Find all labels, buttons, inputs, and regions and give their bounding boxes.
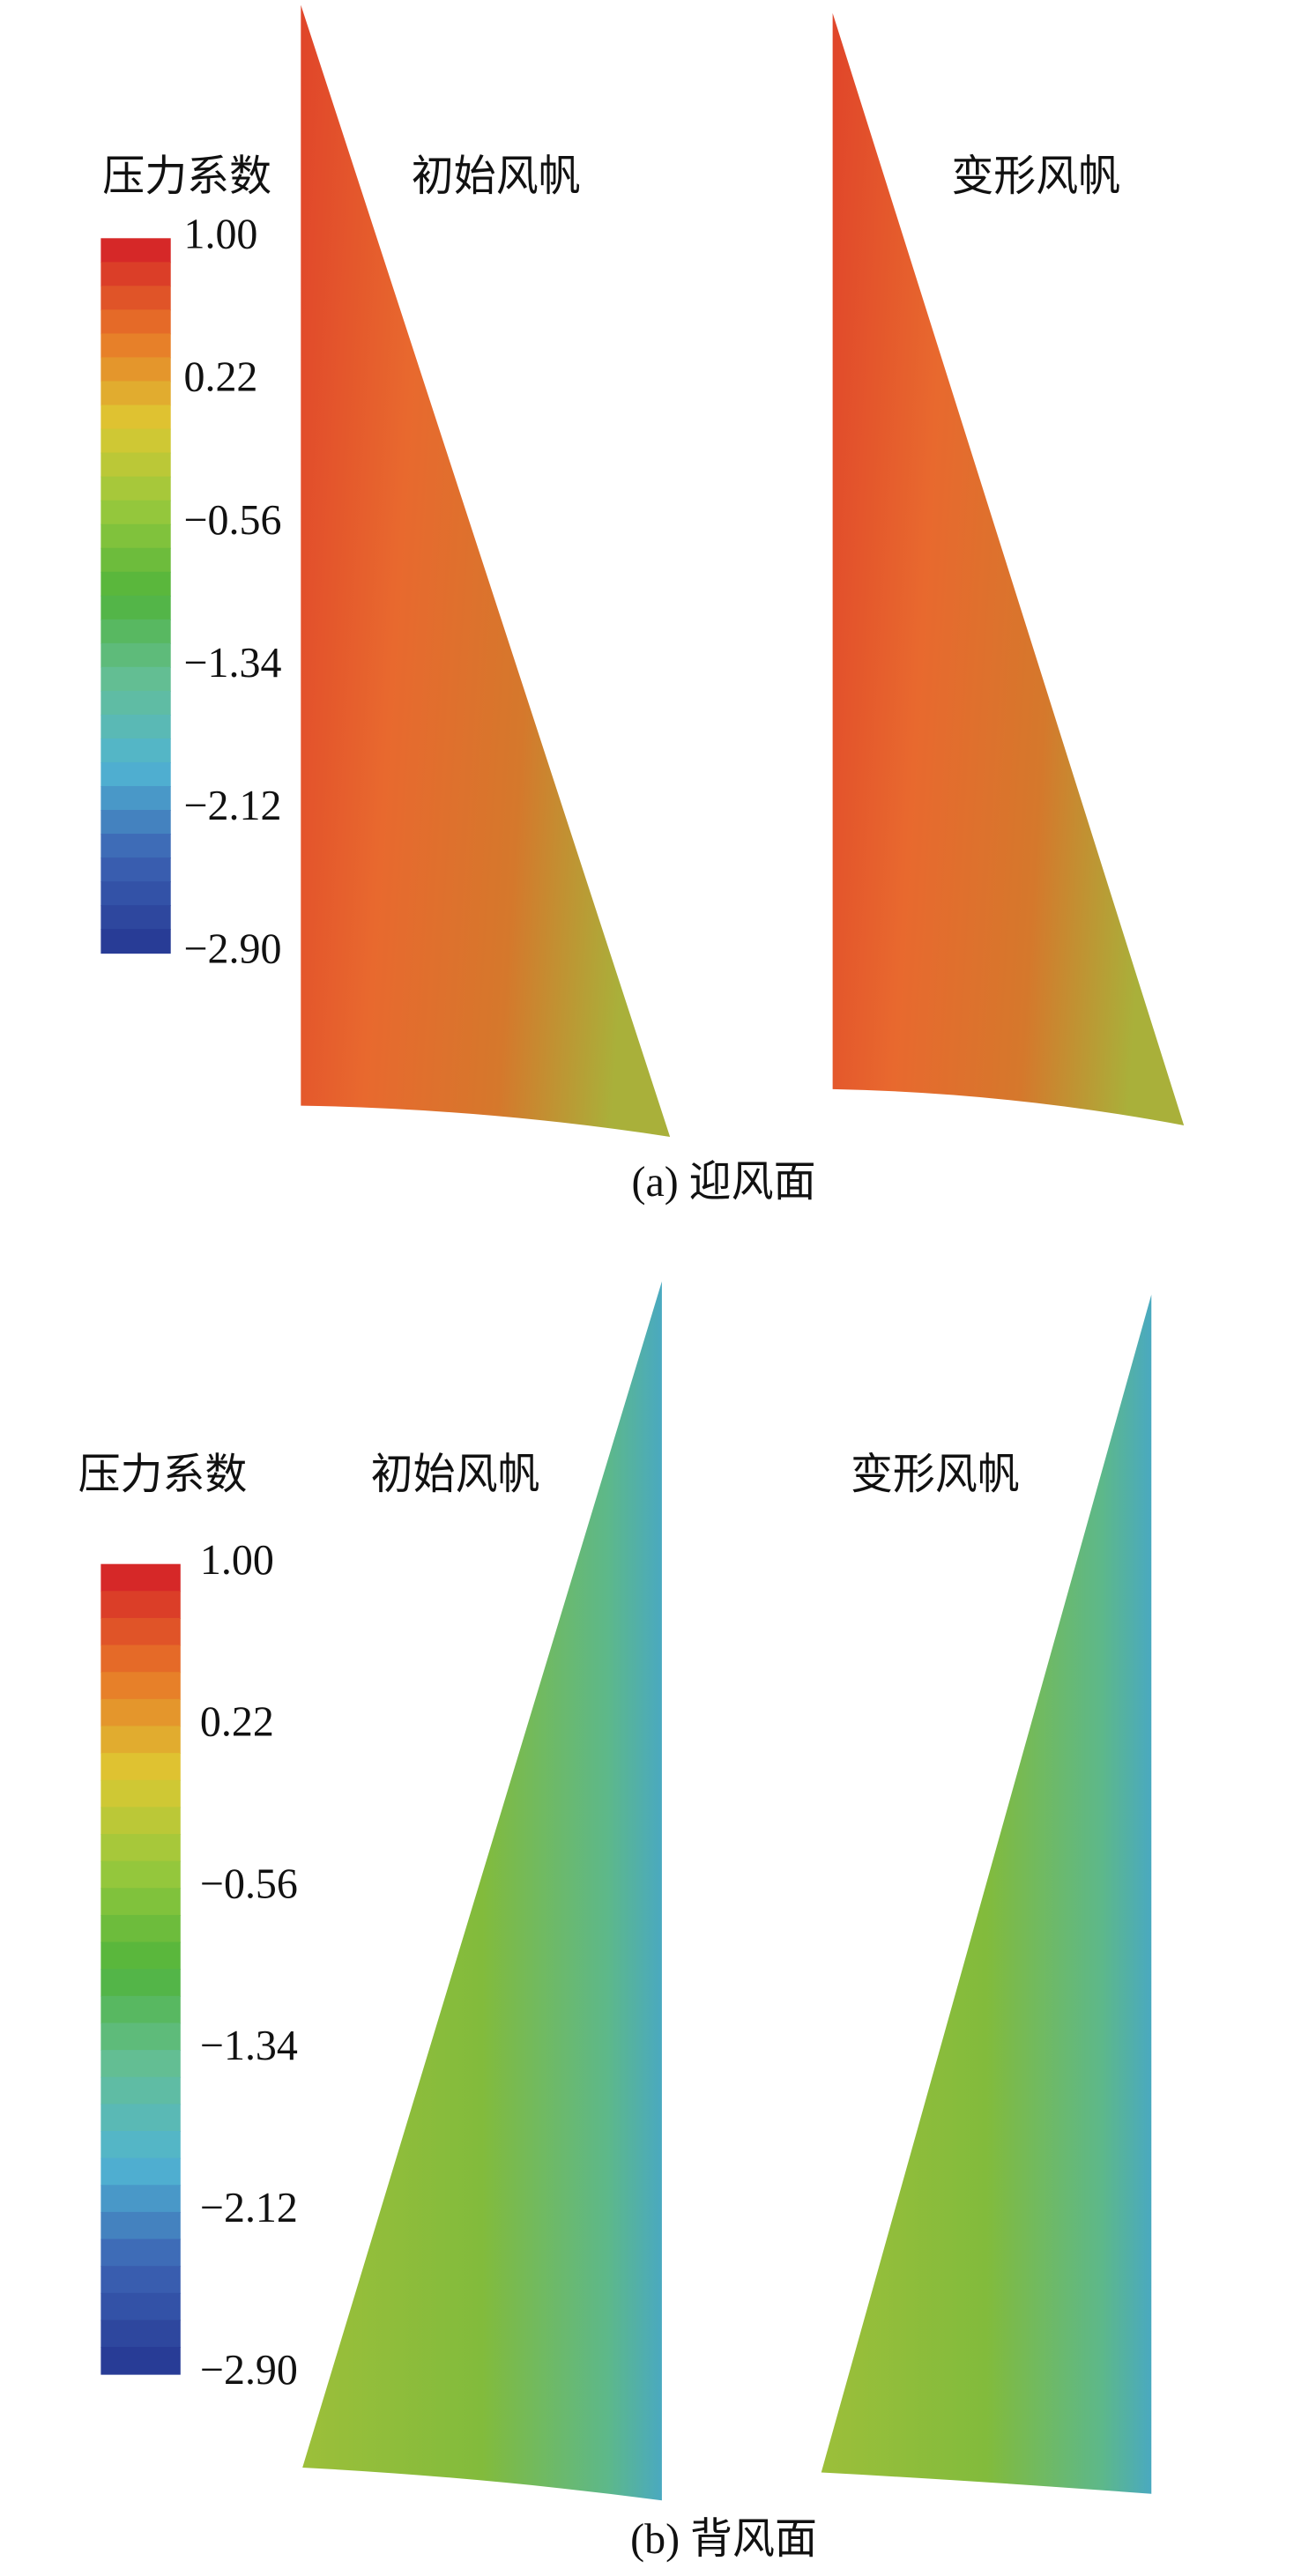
colorbar-band (100, 1995, 181, 2024)
colorbar-band (100, 1698, 181, 1727)
colorbar-band (100, 286, 171, 311)
legend-title: 压力系数 (78, 1451, 248, 1498)
colorbar-band (100, 1888, 181, 1916)
sail-deformed (821, 1294, 1152, 2494)
colorbar-band (100, 452, 171, 478)
colorbar-band (100, 761, 171, 787)
colorbar-band (100, 690, 171, 716)
colorbar: 1.00 0.22 −0.56 −1.34 −2.12 −2.90 (100, 211, 281, 972)
colorbar-band (100, 666, 171, 692)
sail-title: 变形风帆 (851, 1451, 1020, 1498)
sail-title: 变形风帆 (951, 153, 1120, 200)
sail-title: 初始风帆 (371, 1451, 540, 1498)
colorbar-band (100, 2104, 181, 2132)
colorbar-band (100, 881, 171, 907)
colorbar-tick-label: 1.00 (183, 211, 257, 257)
panel-b: 1.00 0.22 −0.56 −1.34 −2.12 −2.90 压力系数 初始风帆 变… (78, 1281, 1152, 2563)
colorbar-band (100, 381, 171, 406)
colorbar-band (100, 929, 171, 954)
colorbar-band (100, 2130, 181, 2159)
colorbar-band (100, 595, 171, 620)
colorbar-tick-label: 0.22 (200, 1698, 274, 1745)
colorbar-band (100, 309, 171, 335)
colorbar-band (100, 1753, 181, 1781)
panel-a: 1.00 0.22 −0.56 −1.34 −2.12 −2.90 压力系数 初始风帆 变… (100, 4, 1185, 1206)
colorbar-tick-label: −2.12 (200, 2185, 298, 2231)
sail-title: 初始风帆 (412, 153, 581, 200)
colorbar-band (100, 619, 171, 644)
colorbar-band (100, 1860, 181, 1889)
colorbar-band (100, 262, 171, 287)
colorbar-band (100, 2292, 181, 2321)
colorbar-band (100, 1617, 181, 1646)
colorbar-tick-label: −1.34 (183, 640, 281, 687)
colorbar-band (100, 785, 171, 811)
colorbar-band (100, 547, 171, 573)
colorbar-band (100, 642, 171, 668)
colorbar-band (100, 834, 171, 859)
sail-deformed (832, 12, 1185, 1125)
colorbar-band (100, 1563, 181, 1592)
colorbar-tick-label: −2.90 (200, 2347, 298, 2394)
colorbar-band (100, 333, 171, 359)
colorbar-band (100, 738, 171, 763)
colorbar-band (100, 810, 171, 835)
sail-initial (302, 1281, 662, 2501)
colorbar-band (100, 1672, 181, 1700)
colorbar-tick-label: −0.56 (183, 497, 281, 544)
colorbar-band (100, 1807, 181, 1835)
colorbar-tick-label: 1.00 (200, 1537, 274, 1584)
colorbar-band (100, 428, 171, 454)
colorbar-band (100, 714, 171, 739)
colorbar-band (100, 1644, 181, 1674)
colorbar-band (100, 1726, 181, 1755)
colorbar-band (100, 405, 171, 430)
colorbar-band (100, 1779, 181, 1808)
caption: (b) 背风面 (630, 2516, 817, 2563)
colorbar-band (100, 2157, 181, 2186)
caption: (a) 迎风面 (631, 1159, 815, 1206)
colorbar-band (100, 2023, 181, 2052)
colorbar-band (100, 2238, 181, 2268)
colorbar-tick-label: −2.12 (183, 783, 281, 829)
colorbar-band (100, 1834, 181, 1862)
colorbar-band (100, 1941, 181, 1971)
colorbar-band (100, 2320, 181, 2349)
legend-title: 压力系数 (102, 153, 271, 200)
colorbar-band (100, 2076, 181, 2105)
colorbar-band (100, 1914, 181, 1943)
colorbar-band (100, 357, 171, 382)
colorbar-band (100, 2347, 181, 2375)
colorbar-band (100, 571, 171, 597)
colorbar-band (100, 476, 171, 501)
colorbar-band (100, 2050, 181, 2078)
colorbar-tick-label: −0.56 (200, 1860, 298, 1907)
colorbar-band (100, 2211, 181, 2240)
colorbar-band (100, 2185, 181, 2213)
colorbar-band (100, 500, 171, 525)
colorbar-band (100, 1969, 181, 1997)
colorbar-tick-label: −1.34 (200, 2023, 298, 2069)
colorbar-band (100, 523, 171, 549)
colorbar-band (100, 238, 171, 264)
colorbar-band (100, 1591, 181, 1619)
colorbar: 1.00 0.22 −0.56 −1.34 −2.12 −2.90 (100, 1537, 298, 2394)
colorbar-band (100, 2266, 181, 2294)
colorbar-band (100, 905, 171, 931)
colorbar-tick-label: 0.22 (183, 353, 257, 400)
colorbar-tick-label: −2.90 (183, 925, 281, 972)
colorbar-band (100, 857, 171, 883)
